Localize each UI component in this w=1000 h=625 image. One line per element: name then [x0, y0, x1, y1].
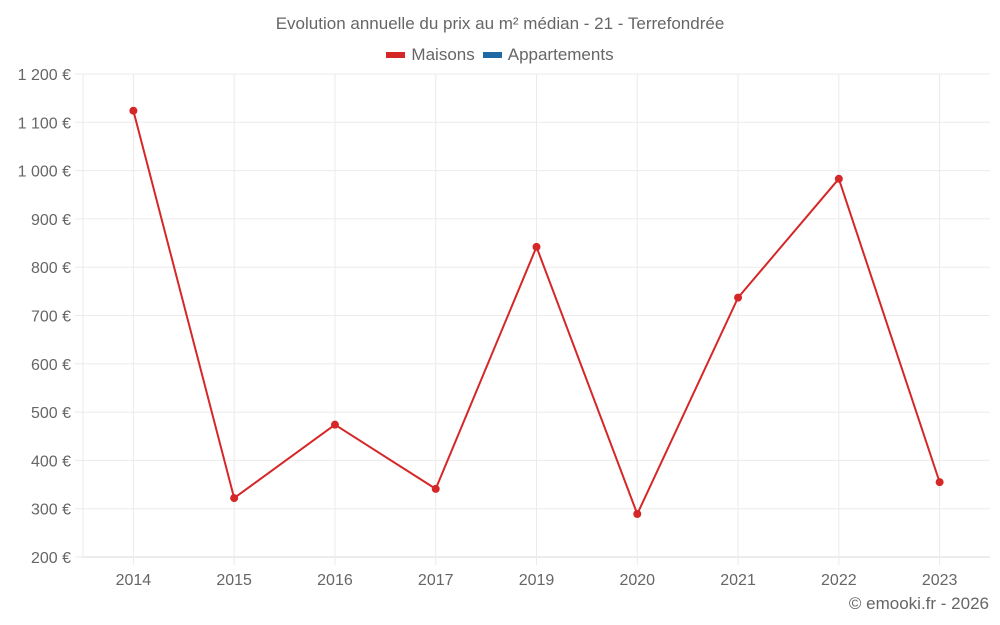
x-tick-label: 2017: [418, 572, 454, 589]
x-tick-label: 2019: [519, 572, 555, 589]
data-point[interactable]: [532, 242, 541, 251]
data-point[interactable]: [129, 106, 138, 115]
y-tick-label: 500 €: [31, 405, 71, 422]
legend-label-appartements: Appartements: [507, 45, 614, 64]
legend-swatch-maisons-icon: [386, 52, 406, 58]
data-point[interactable]: [230, 494, 239, 503]
x-tick-label: 2014: [116, 572, 152, 589]
y-tick-label: 600 €: [31, 357, 71, 374]
y-tick-label: 800 €: [31, 260, 71, 277]
data-point[interactable]: [834, 174, 843, 183]
legend-item-maisons[interactable]: Maisons: [386, 45, 475, 65]
chart-legend: Maisons Appartements: [0, 45, 1000, 65]
data-point[interactable]: [431, 484, 440, 493]
series-maisons: [129, 106, 944, 519]
x-tick-label: 2015: [216, 572, 252, 589]
y-tick-label: 1 100 €: [18, 115, 71, 132]
data-point[interactable]: [330, 420, 339, 429]
chart-title: Evolution annuelle du prix au m² médian …: [275, 14, 725, 33]
x-tick-label: 2020: [619, 572, 655, 589]
data-point[interactable]: [633, 510, 642, 519]
y-tick-label: 1 200 €: [18, 67, 71, 84]
data-point[interactable]: [734, 293, 743, 302]
legend-label-maisons: Maisons: [411, 45, 475, 64]
y-tick-label: 900 €: [31, 212, 71, 229]
data-point[interactable]: [935, 478, 944, 487]
copyright-footer: © emooki.fr - 2026: [848, 594, 989, 613]
legend-item-appartements[interactable]: Appartements: [482, 45, 614, 65]
y-tick-label: 300 €: [31, 502, 71, 519]
y-tick-label: 400 €: [31, 453, 71, 470]
y-tick-label: 700 €: [31, 309, 71, 326]
y-tick-label: 200 €: [31, 550, 71, 567]
x-tick-label: 2022: [821, 572, 857, 589]
x-tick-label: 2016: [317, 572, 353, 589]
x-tick-label: 2023: [922, 572, 958, 589]
x-axis: 2014 2015 2016 2017 2019 2020 2021 2022 2023: [116, 572, 958, 589]
x-tick-label: 2021: [720, 572, 756, 589]
y-axis: 200 € 300 € 400 € 500 € 600 € 700 € 800 € 900 €…: [18, 67, 83, 567]
y-tick-label: 1 000 €: [18, 164, 71, 181]
chart-grid: [82, 73, 990, 565]
legend-swatch-appartements-icon: [482, 52, 502, 58]
